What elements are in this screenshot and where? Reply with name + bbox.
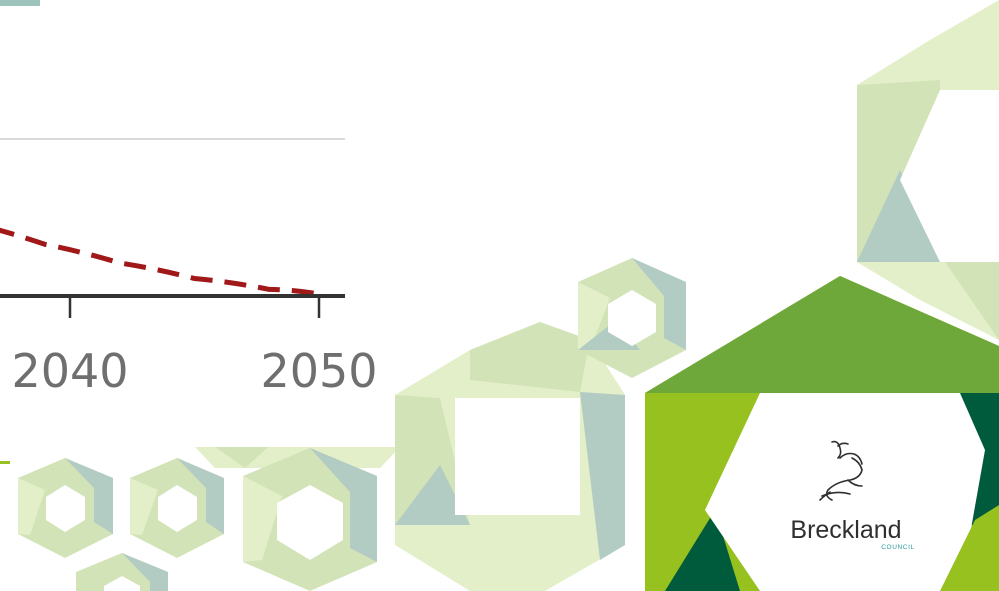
- hexagon-small-middle: [578, 258, 686, 378]
- top-left-decoration: [0, 0, 40, 6]
- hexagon-bottom-4-partial: [76, 553, 168, 591]
- hexagon-brand-green: [645, 276, 999, 591]
- hexagon-bottom-1: [18, 458, 113, 558]
- x-tick-label-2040: 2040: [11, 344, 128, 398]
- series-line-dashed: [0, 227, 320, 297]
- x-tick-label-2050: 2050: [260, 344, 377, 398]
- chart: 2040 2050: [0, 138, 378, 398]
- hexagon-bottom-3: [243, 448, 377, 591]
- hexagon-center-large: [395, 322, 625, 591]
- hexagon-top-right: [857, 0, 999, 340]
- logo-subtitle: COUNCIL: [881, 544, 914, 551]
- hexagon-bottom-2: [130, 458, 224, 558]
- separator-dash: [0, 461, 10, 464]
- breckland-logo: Breckland COUNCIL: [790, 440, 914, 551]
- stag-icon: [819, 440, 863, 501]
- logo-wordmark: Breckland: [790, 516, 901, 544]
